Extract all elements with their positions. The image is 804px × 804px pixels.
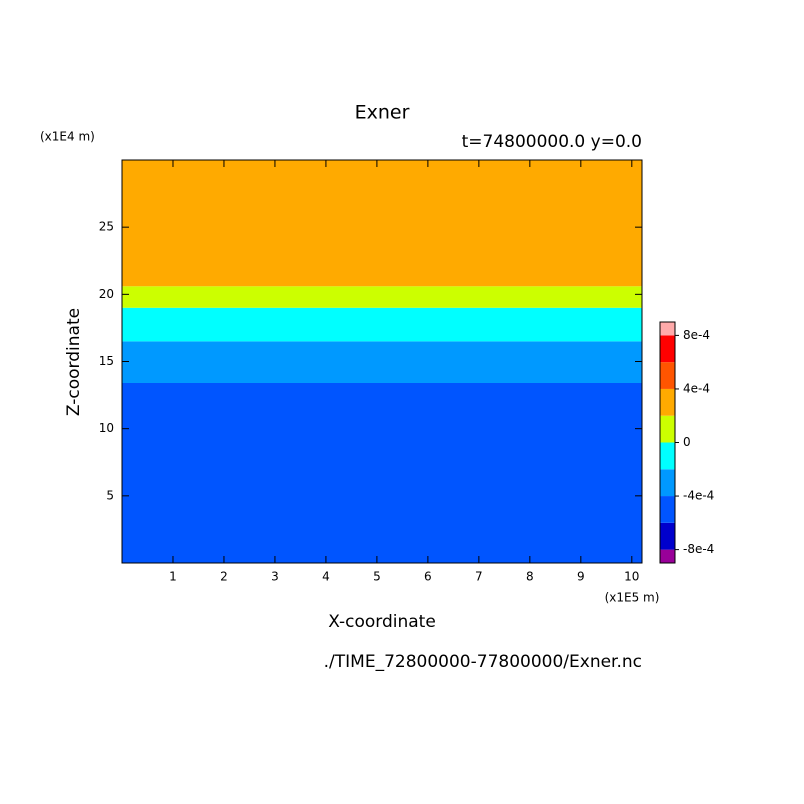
colorbar-swatch	[660, 442, 675, 470]
x-tick-label: 7	[475, 570, 483, 584]
colorbar-swatch	[660, 522, 675, 550]
colorbar-swatch	[660, 362, 675, 389]
x-tick-label: 10	[624, 570, 639, 584]
y-tick-label: 15	[99, 354, 114, 368]
x-tick-label: 6	[424, 570, 432, 584]
colorbar-tick-label: -8e-4	[683, 542, 714, 556]
x-tick-label: 2	[220, 570, 228, 584]
contour-band	[122, 286, 642, 308]
colorbar-swatch	[660, 322, 675, 336]
y-tick-label: 5	[106, 488, 114, 502]
contour-band	[122, 307, 642, 342]
colorbar-swatch	[660, 469, 675, 497]
chart-title: Exner	[355, 102, 410, 124]
x-tick-label: 8	[526, 570, 534, 584]
colorbar-swatch	[660, 335, 675, 363]
y-tick-label: 10	[99, 421, 114, 435]
chart-subtitle: t=74800000.0 y=0.0	[462, 132, 642, 152]
contour-band	[122, 341, 642, 383]
colorbar-swatch	[660, 388, 675, 416]
colorbar-swatch	[660, 415, 675, 443]
y-tick-label: 20	[99, 287, 114, 301]
x-tick-label: 3	[271, 570, 279, 584]
colorbar-tick-label: 4e-4	[683, 381, 710, 395]
x-tick-label: 5	[373, 570, 381, 584]
x-axis-label: X-coordinate	[328, 612, 436, 632]
x-tick-label: 4	[322, 570, 330, 584]
contour-band	[122, 382, 642, 563]
colorbar-swatch	[660, 549, 675, 563]
x-tick-label: 1	[169, 570, 177, 584]
y-axis-label: Z-coordinate	[64, 308, 84, 416]
colorbar-tick-label: -4e-4	[683, 489, 714, 503]
colorbar-swatch	[660, 496, 675, 523]
x-tick-label: 9	[577, 570, 585, 584]
footer: ./TIME_72800000-77800000/Exner.nc	[324, 652, 642, 672]
y-unit: (x1E4 m)	[40, 130, 95, 144]
colorbar-tick-label: 0	[683, 435, 691, 449]
contour-band	[122, 160, 642, 287]
x-unit: (x1E5 m)	[605, 591, 660, 605]
colorbar-tick-label: 8e-4	[683, 328, 710, 342]
y-tick-label: 25	[99, 220, 114, 234]
